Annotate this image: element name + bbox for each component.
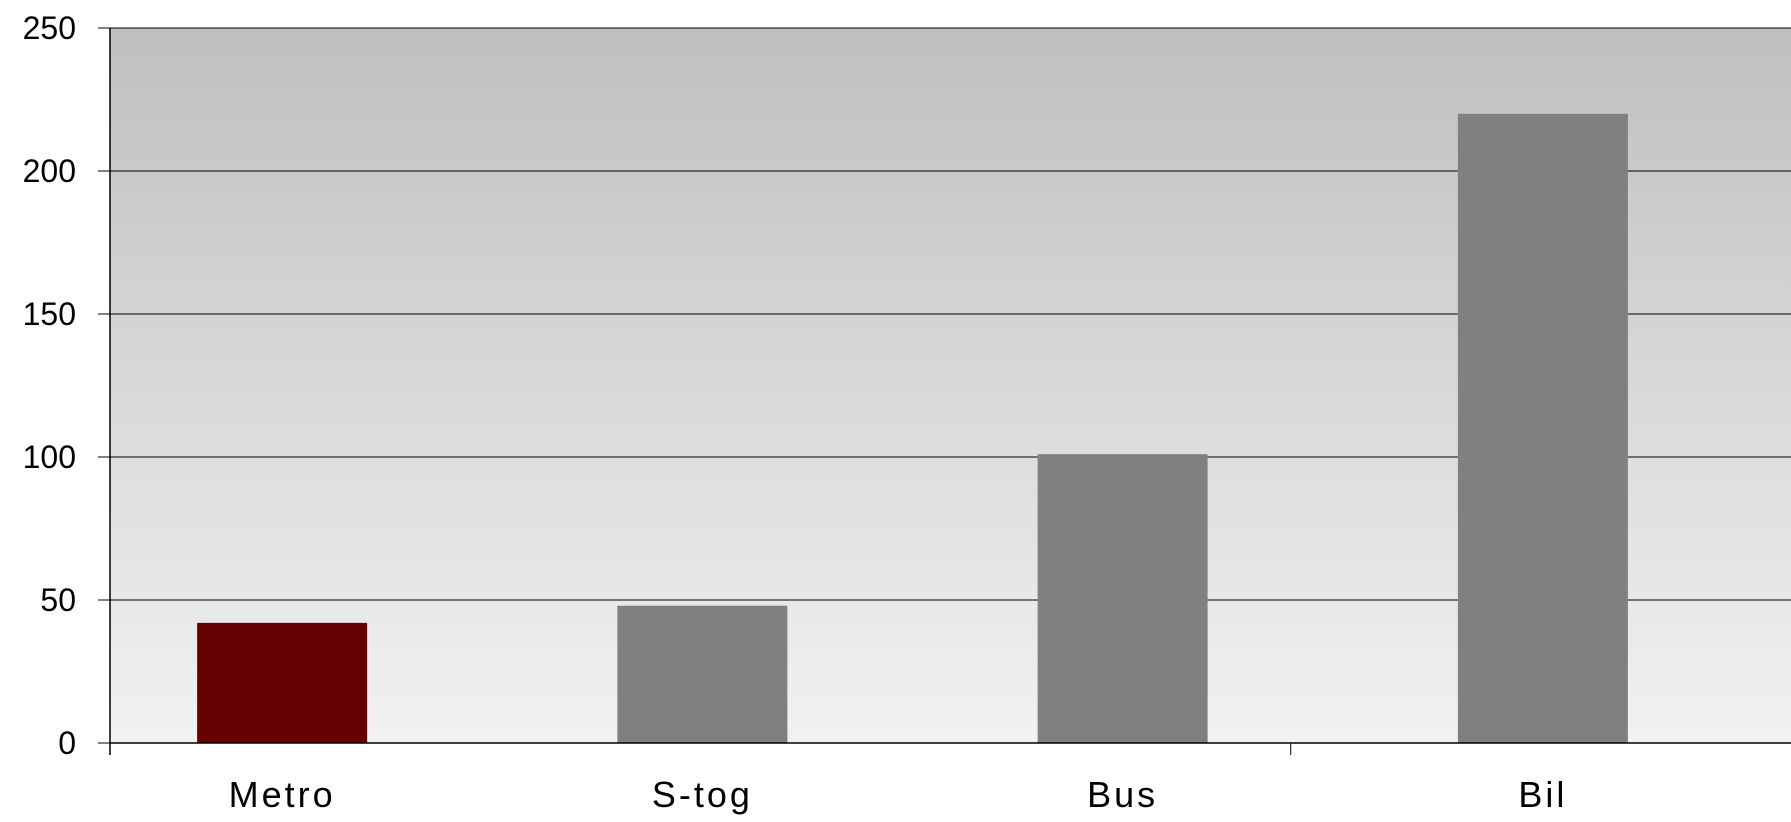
bar-bil	[1457, 113, 1628, 744]
bars	[197, 113, 1628, 744]
x-tick-labels: Metro S-tog Bus Bil	[229, 774, 1567, 815]
axes	[109, 28, 1791, 755]
y-tick-label: 0	[58, 725, 76, 761]
bar-bus	[1037, 454, 1208, 743]
x-tick-label-metro: Metro	[229, 774, 336, 815]
y-tick-label: 250	[23, 10, 76, 46]
x-tick-label-bil: Bil	[1518, 774, 1567, 815]
y-tick-label: 200	[23, 153, 76, 189]
bar-s-tog	[617, 605, 788, 743]
y-tick-labels: 0 50 100 150 200 250	[23, 10, 76, 761]
x-tick-label-s-tog: S-tog	[652, 774, 753, 815]
bar-metro	[197, 622, 368, 743]
x-tick-label-bus: Bus	[1087, 774, 1158, 815]
y-tick-label: 50	[40, 582, 76, 618]
y-tick-label: 150	[23, 296, 76, 332]
y-tick-label: 100	[23, 439, 76, 475]
